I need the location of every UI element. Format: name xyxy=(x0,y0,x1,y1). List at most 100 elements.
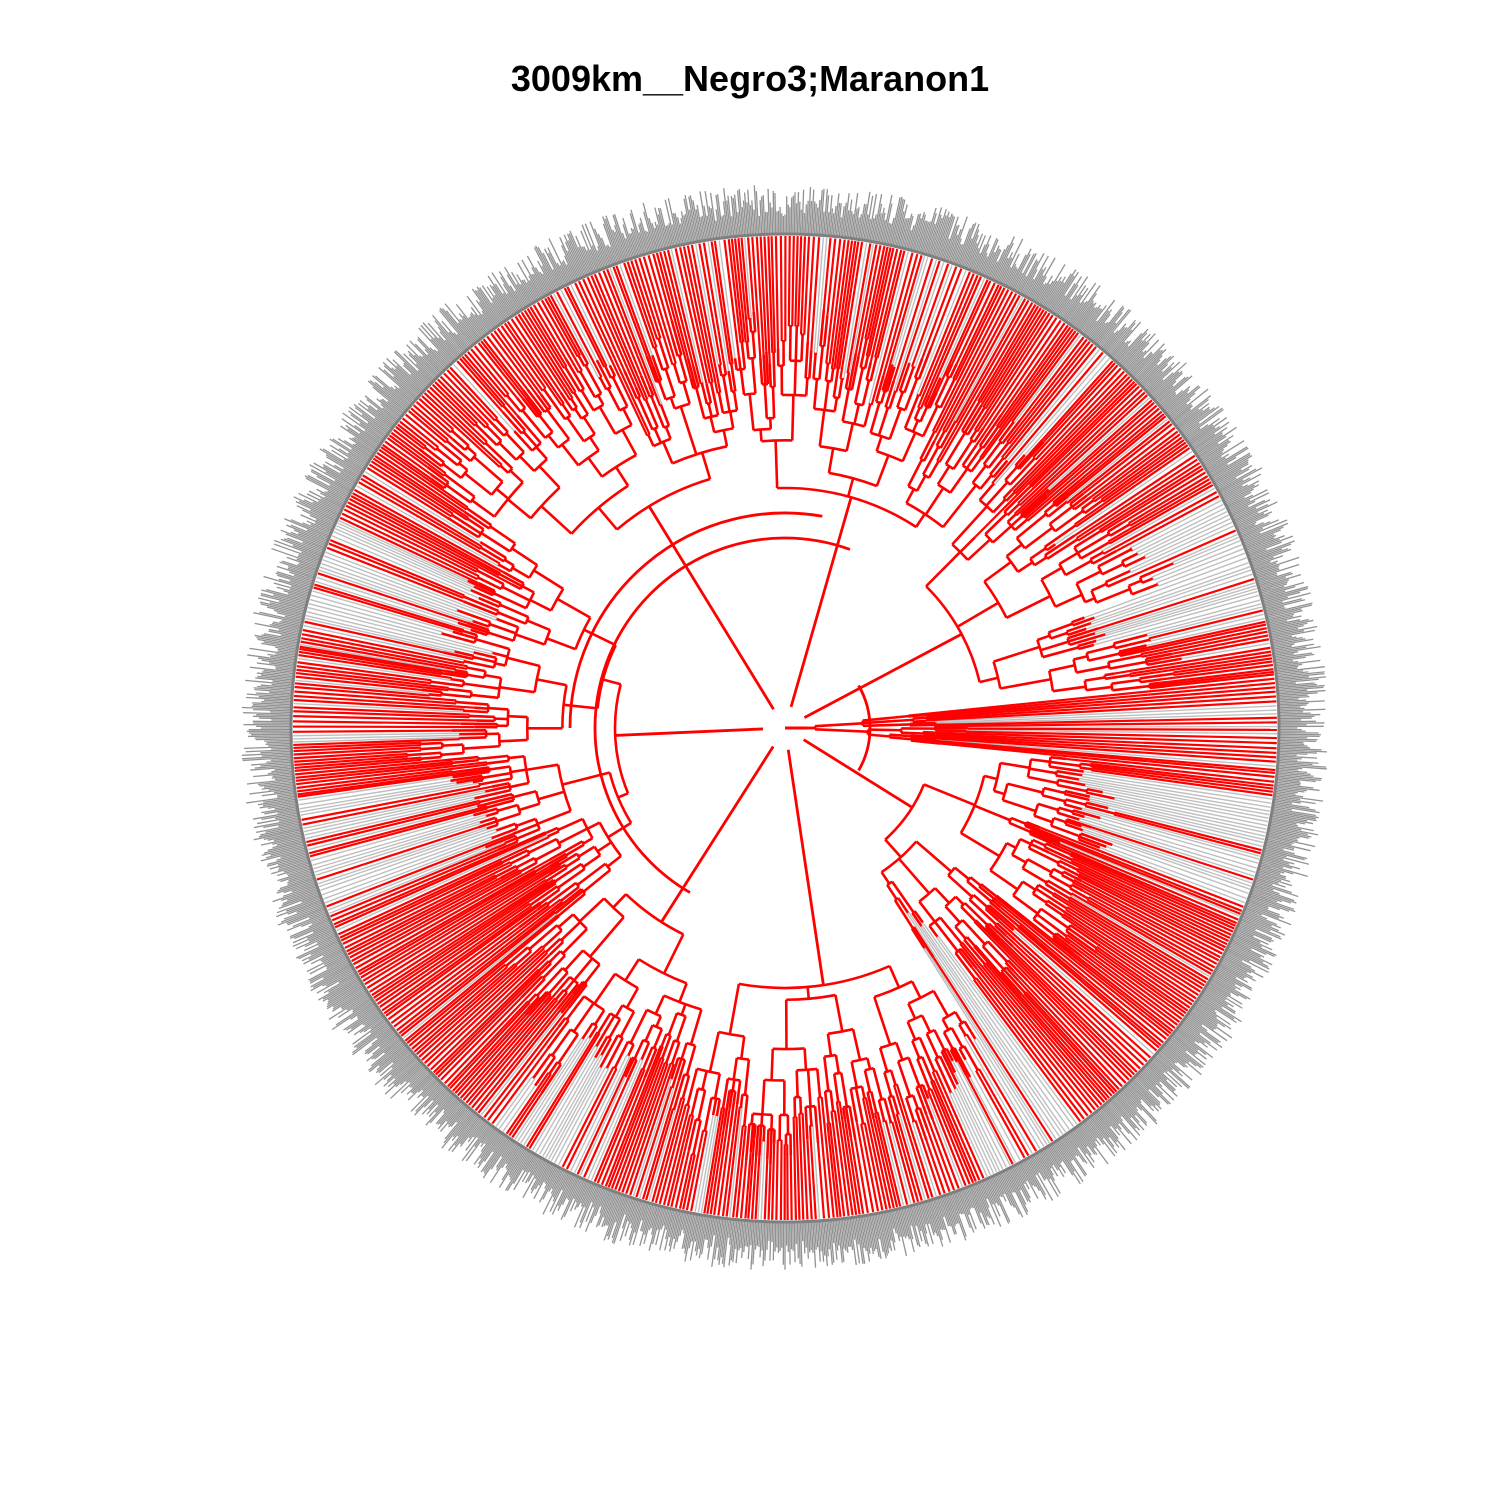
branch-segment xyxy=(1006,513,1017,523)
branch-segment xyxy=(393,898,562,1028)
tip-label xyxy=(422,1080,440,1098)
branch-segment xyxy=(690,244,722,393)
branch-arc xyxy=(1086,896,1090,901)
tip-label xyxy=(1197,442,1219,458)
tip-label xyxy=(1275,665,1299,670)
branch-arc xyxy=(731,389,736,394)
branch-segment xyxy=(355,858,550,970)
branch-segment xyxy=(935,713,1277,725)
branch-arc xyxy=(1069,892,1073,896)
branch-segment xyxy=(1084,499,1103,515)
tip-label xyxy=(890,196,903,246)
branch-segment xyxy=(479,816,496,824)
tip-label xyxy=(480,1127,496,1148)
branch-segment xyxy=(1045,842,1071,856)
branch-segment xyxy=(963,1035,1033,1154)
tip-label xyxy=(1174,398,1209,426)
tip-label xyxy=(643,1204,656,1245)
tip-label xyxy=(1259,583,1288,593)
branch-segment xyxy=(296,763,488,790)
branch-segment xyxy=(437,972,542,1078)
branch-segment xyxy=(532,1053,552,1079)
branch-segment xyxy=(789,496,853,708)
tip-label xyxy=(563,234,584,278)
branch-arc xyxy=(651,426,659,431)
tip-label xyxy=(1249,543,1292,560)
tip-label xyxy=(338,448,367,467)
branch-segment xyxy=(451,677,465,683)
tip-label xyxy=(929,1199,944,1241)
tip-label xyxy=(342,412,384,442)
tip-label xyxy=(1023,1159,1047,1200)
branch-segment xyxy=(960,401,981,432)
tip-label xyxy=(277,865,311,877)
branch-arc xyxy=(979,456,983,460)
tip-label xyxy=(668,223,675,247)
branch-segment xyxy=(912,716,927,720)
branch-arc xyxy=(978,499,995,514)
branch-arc xyxy=(958,1044,965,1050)
branch-segment xyxy=(609,267,663,406)
branch-segment xyxy=(883,1072,893,1097)
branch-segment xyxy=(700,452,712,480)
tip-label xyxy=(417,1075,436,1093)
tip-label xyxy=(654,227,662,251)
branch-segment xyxy=(525,397,541,416)
tip-label xyxy=(337,437,371,460)
tip-label xyxy=(1099,1108,1118,1130)
branch-segment xyxy=(1048,851,1231,939)
branch-segment xyxy=(861,1097,888,1210)
branch-segment xyxy=(928,276,982,396)
tip-label xyxy=(1275,789,1298,794)
tip-label xyxy=(699,191,709,241)
branch-segment xyxy=(415,401,452,434)
branch-segment xyxy=(973,920,1130,1081)
branch-segment xyxy=(535,1046,599,1153)
branch-arc xyxy=(440,461,446,467)
branch-segment xyxy=(694,387,706,419)
branch-segment xyxy=(830,368,835,382)
tip-label xyxy=(533,273,547,297)
branch-arc xyxy=(535,993,540,998)
branch-segment xyxy=(959,536,976,553)
branch-segment xyxy=(951,505,988,546)
tip-label xyxy=(664,1209,675,1251)
tip-label xyxy=(309,464,354,490)
tip-label xyxy=(531,273,545,297)
branch-arc xyxy=(834,1071,842,1076)
tip-label xyxy=(996,257,1009,282)
tip-label xyxy=(920,221,932,254)
branch-arc xyxy=(577,449,600,467)
branch-segment xyxy=(435,970,541,1076)
tip-label xyxy=(418,327,452,365)
tip-label xyxy=(280,850,307,859)
branch-segment xyxy=(349,877,501,959)
tip-label xyxy=(1095,311,1123,345)
branch-segment xyxy=(888,391,897,409)
tip-label xyxy=(1136,355,1163,382)
branch-segment xyxy=(763,384,769,419)
tip-label xyxy=(348,406,388,436)
branch-segment xyxy=(1099,846,1246,904)
tip-label xyxy=(1236,926,1272,943)
tip-label xyxy=(561,1175,577,1206)
branch-segment xyxy=(849,1136,865,1214)
tip-label xyxy=(1142,1067,1163,1087)
tip-label xyxy=(264,739,292,742)
tip-label xyxy=(1161,390,1184,409)
tip-label xyxy=(537,260,555,292)
branch-segment xyxy=(486,799,515,809)
tip-label xyxy=(378,1047,409,1074)
tip-label xyxy=(306,926,334,939)
tip-label xyxy=(569,230,590,275)
tip-label xyxy=(963,1188,973,1208)
branch-segment xyxy=(1104,672,1115,677)
branch-arc xyxy=(646,433,651,437)
tip-label xyxy=(598,1190,613,1226)
branch-segment xyxy=(1124,555,1146,568)
tip-label xyxy=(688,196,698,243)
branch-segment xyxy=(921,1084,930,1100)
branch-segment xyxy=(974,944,1111,1099)
branch-segment xyxy=(1078,777,1271,812)
tip-label xyxy=(749,205,754,236)
